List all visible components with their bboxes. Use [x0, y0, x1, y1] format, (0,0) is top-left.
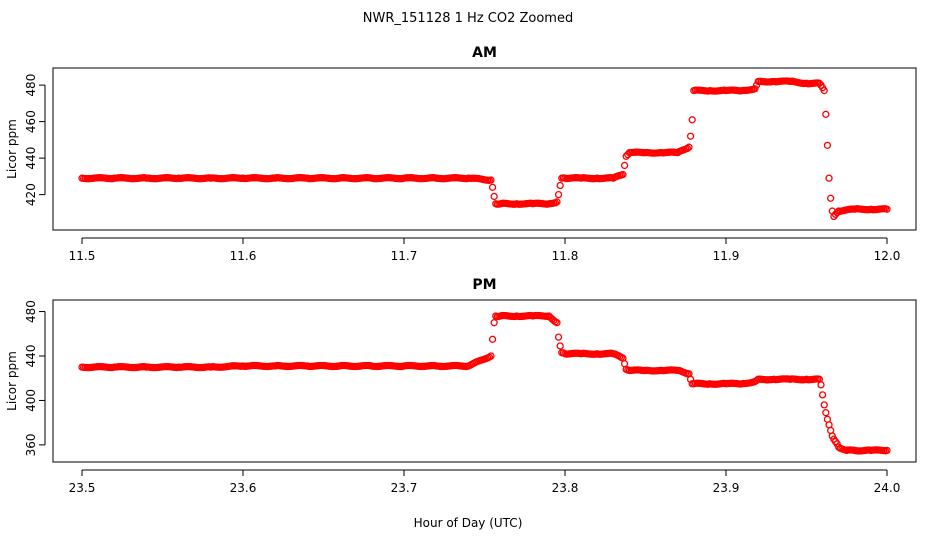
- pm-x-tick-label: 23.8: [552, 481, 579, 495]
- am-data-point: [825, 174, 833, 182]
- am-data-points: [78, 77, 891, 221]
- am-x-tick-label: 11.7: [391, 249, 418, 263]
- am-data-point: [683, 144, 692, 153]
- pm-x-tick-label: 23.6: [230, 481, 257, 495]
- pm-data-point: [488, 335, 497, 343]
- am-x-tick-label: 11.6: [230, 249, 257, 263]
- pm-data-point: [487, 352, 495, 360]
- am-y-axis-label: Licor ppm: [5, 119, 19, 179]
- pm-data-points: [78, 311, 891, 455]
- am-data-point: [488, 183, 497, 191]
- pm-x-tick-label: 23.5: [69, 481, 96, 495]
- am-y-tick-label: 460: [24, 110, 38, 133]
- pm-data-point: [817, 381, 825, 389]
- am-data-point: [553, 198, 561, 206]
- am-y-tick-label: 440: [24, 147, 38, 170]
- am-data-point: [620, 161, 629, 170]
- pm-axes: 23.5 23.6 23.7 23.8 23.9 24.0 360 400 440 480: [24, 300, 900, 495]
- am-data-point: [554, 190, 563, 199]
- pm-y-axis-label: Licor ppm: [5, 351, 19, 411]
- am-data-point: [688, 116, 696, 124]
- pm-x-tick-label: 23.7: [391, 481, 418, 495]
- pm-plot-frame: [52, 299, 917, 463]
- am-y-tick-label: 420: [24, 183, 38, 206]
- am-data-point: [685, 143, 693, 151]
- am-panel-title: AM: [472, 45, 497, 61]
- figure-title: NWR_151128 1 Hz CO2 Zoomed: [363, 11, 573, 26]
- am-data-point: [686, 132, 695, 140]
- am-data-point: [619, 170, 627, 179]
- am-data-point: [556, 181, 564, 190]
- pm-data-point: [883, 446, 891, 455]
- am-axes: 11.5 11.6 11.7 11.8 11.9 12.0 420 440 460 480: [24, 74, 900, 263]
- am-data-point: [490, 192, 498, 201]
- am-data-point: [487, 176, 495, 184]
- pm-data-point: [490, 319, 498, 327]
- pm-y-tick-label: 440: [24, 345, 38, 368]
- pm-y-tick-label: 480: [24, 300, 38, 323]
- am-data-point: [751, 85, 759, 93]
- am-data-point: [822, 110, 830, 118]
- am-x-tick-label: 12.0: [874, 249, 901, 263]
- pm-panel-title: PM: [472, 277, 496, 293]
- am-plot-frame: [52, 67, 917, 231]
- am-data-point: [827, 194, 835, 202]
- pm-y-tick-label: 400: [24, 389, 38, 412]
- pm-y-tick-label: 360: [24, 433, 38, 456]
- pm-data-point: [822, 409, 830, 417]
- am-panel: AM Licor ppm 11.5 11.6 11.7 11.8 11.9 12.0 420…: [5, 45, 917, 263]
- am-y-tick-label: 480: [24, 74, 38, 97]
- am-x-tick-label: 11.9: [713, 249, 740, 263]
- x-axis-label: Hour of Day (UTC): [414, 516, 523, 530]
- am-x-tick-label: 11.8: [552, 249, 579, 263]
- am-data-point: [823, 141, 832, 150]
- pm-data-point: [556, 342, 564, 350]
- am-data-point: [883, 205, 891, 213]
- pm-x-tick-label: 23.9: [713, 481, 740, 495]
- pm-data-point: [820, 401, 828, 409]
- pm-data-point: [485, 353, 493, 361]
- am-data-point: [820, 86, 828, 95]
- pm-panel: PM Licor ppm 23.5 23.6 23.7 23.8 23.9 24.0 360…: [5, 277, 917, 495]
- pm-data-point: [818, 391, 827, 399]
- am-x-tick-label: 11.5: [69, 249, 96, 263]
- pm-data-point: [553, 319, 561, 327]
- pm-x-tick-label: 24.0: [874, 481, 901, 495]
- pm-data-point: [554, 333, 563, 341]
